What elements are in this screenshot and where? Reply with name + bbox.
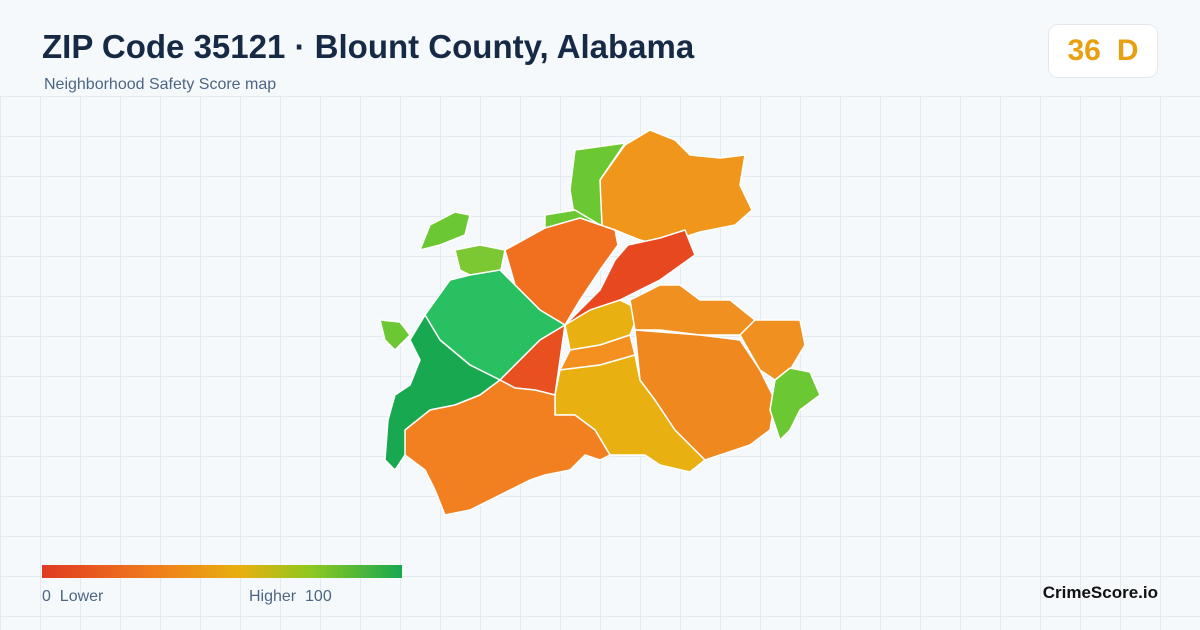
region xyxy=(739,319,806,381)
brand: CrimeScore.io xyxy=(1042,583,1158,602)
region xyxy=(419,211,471,251)
region xyxy=(404,379,611,516)
legend-min-value: 0 xyxy=(42,588,51,605)
legend-gradient xyxy=(42,565,402,578)
score-badge: 36 D xyxy=(1048,24,1158,78)
region xyxy=(599,129,753,246)
region xyxy=(379,319,411,351)
score-grade: D xyxy=(1116,34,1139,67)
region xyxy=(629,284,756,336)
legend-min: 0 Lower xyxy=(42,588,103,606)
subtitle: Neighborhood Safety Score map xyxy=(44,76,277,93)
legend-max-label: Higher xyxy=(249,588,297,605)
score-value: 36 xyxy=(1067,34,1101,67)
title: ZIP Code 35121 · Blount County, Alabama xyxy=(42,28,695,65)
legend-min-label: Lower xyxy=(59,588,104,605)
region xyxy=(769,367,821,441)
region xyxy=(634,329,776,461)
legend-max: Higher 100 xyxy=(249,588,332,606)
legend-max-value: 100 xyxy=(305,588,332,605)
